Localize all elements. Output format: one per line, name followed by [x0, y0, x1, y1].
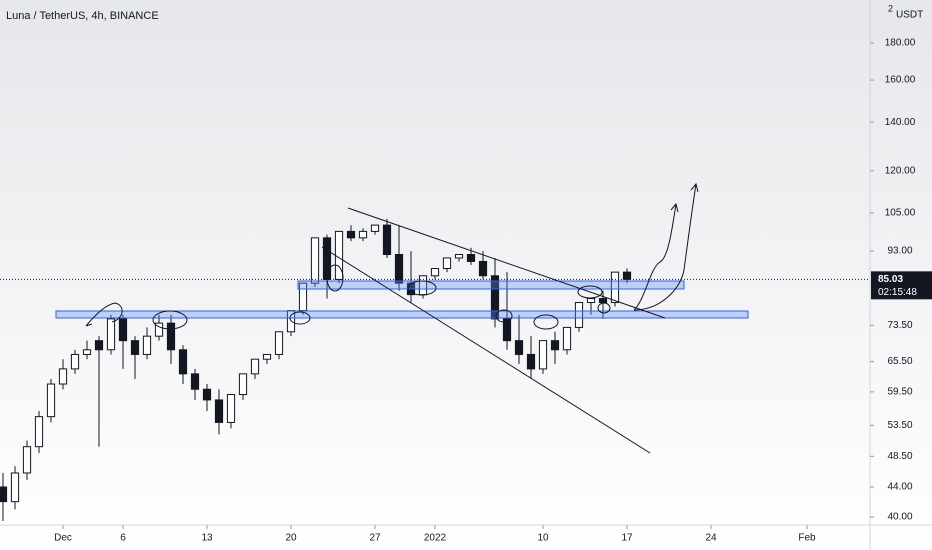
candle-body — [442, 257, 452, 270]
candle-body — [370, 224, 380, 232]
candle-body — [358, 230, 368, 239]
candle-body — [538, 340, 548, 370]
candle-body — [526, 353, 536, 370]
candle-body — [466, 254, 476, 262]
plot — [0, 218, 632, 521]
y-tick-label: 65.50 — [887, 356, 912, 367]
chart-title: Luna / TetherUS, 4h, BINANCE — [6, 10, 159, 22]
candle-body — [334, 230, 344, 280]
candle-body — [382, 224, 392, 256]
annotation — [495, 309, 513, 323]
arrow — [633, 182, 699, 311]
candle-body — [586, 298, 596, 304]
last-price-box — [871, 271, 932, 300]
candle-body — [94, 340, 104, 351]
candle-body — [118, 318, 128, 342]
zone — [55, 310, 749, 319]
x-tick-label: 27 — [369, 533, 381, 544]
candle-body — [490, 275, 500, 320]
y-tick-label: 93.00 — [887, 246, 912, 257]
candle-body — [502, 318, 512, 342]
y-tick-label: 59.50 — [887, 387, 912, 398]
candle-body — [82, 349, 92, 355]
candle-body — [622, 271, 632, 280]
candle-body — [610, 271, 620, 304]
candle-body — [322, 237, 332, 280]
candle-body — [394, 254, 404, 284]
x-tick-label: 6 — [120, 533, 126, 544]
x-tick-label: 20 — [285, 533, 297, 544]
candle-body — [34, 416, 44, 448]
arrow — [633, 202, 679, 311]
candle-body — [238, 373, 248, 396]
candle-body — [514, 340, 524, 355]
y-tick-label: 120.00 — [885, 165, 916, 176]
y-tick-label: 53.50 — [887, 420, 912, 431]
x-tick-label: Dec — [54, 533, 72, 544]
candle-body — [310, 237, 320, 284]
candle-body — [22, 446, 32, 474]
y-tick-label: 48.50 — [887, 451, 912, 462]
annotation — [407, 280, 437, 296]
y-tick-label: 105.00 — [885, 207, 916, 218]
annotation — [326, 264, 344, 292]
zone — [297, 280, 685, 290]
y-tick-label: 73.50 — [887, 320, 912, 331]
candle-body — [178, 349, 188, 375]
annotation — [289, 311, 311, 325]
y-tick-label: 180.00 — [885, 38, 916, 49]
candle-body — [130, 340, 140, 355]
candle-body — [550, 340, 560, 351]
x-tick-label: 10 — [537, 533, 549, 544]
last-price-label: 85.03 — [878, 274, 903, 285]
candle-body — [154, 322, 164, 337]
candle-body — [262, 353, 272, 360]
annotation — [85, 302, 123, 327]
candle-body — [250, 358, 260, 375]
scale-mode: 2 — [888, 3, 893, 13]
candle-body — [70, 353, 80, 370]
candle-body — [106, 318, 116, 351]
y-tick-label: 40.00 — [887, 512, 912, 523]
candle-body — [202, 388, 212, 401]
y-unit: USDT — [896, 10, 923, 21]
candle-body — [346, 230, 356, 239]
y-tick-label: 160.00 — [885, 75, 916, 86]
trend-line — [321, 246, 651, 454]
annotation — [152, 310, 188, 330]
candle-body — [454, 254, 464, 259]
y-tick-label: 44.00 — [887, 482, 912, 493]
candle-body — [430, 268, 440, 277]
candle-body — [574, 302, 584, 328]
countdown-label: 02:15:48 — [878, 287, 917, 298]
candle-body — [58, 368, 68, 385]
annotation — [533, 314, 559, 330]
candle-body — [478, 260, 488, 277]
annotation — [597, 302, 611, 314]
candle-body — [214, 399, 224, 423]
x-tick-label: 2022 — [424, 533, 447, 544]
y-tick-label: 140.00 — [885, 117, 916, 128]
trend-line — [347, 207, 666, 319]
candle-body — [10, 472, 20, 503]
x-tick-label: 24 — [705, 533, 717, 544]
candle-body — [166, 322, 176, 351]
candle-body — [142, 335, 152, 355]
annotation — [577, 285, 603, 299]
x-tick-label: Feb — [798, 533, 816, 544]
x-tick-label: 13 — [201, 533, 213, 544]
candle-body — [190, 373, 200, 390]
candle-body — [598, 298, 608, 304]
candle-body — [562, 326, 572, 351]
candle-body — [46, 383, 56, 418]
candle-body — [226, 394, 236, 423]
drawings — [55, 182, 749, 454]
candle-body — [274, 331, 284, 355]
candle-body — [0, 486, 8, 503]
x-tick-label: 17 — [621, 533, 633, 544]
